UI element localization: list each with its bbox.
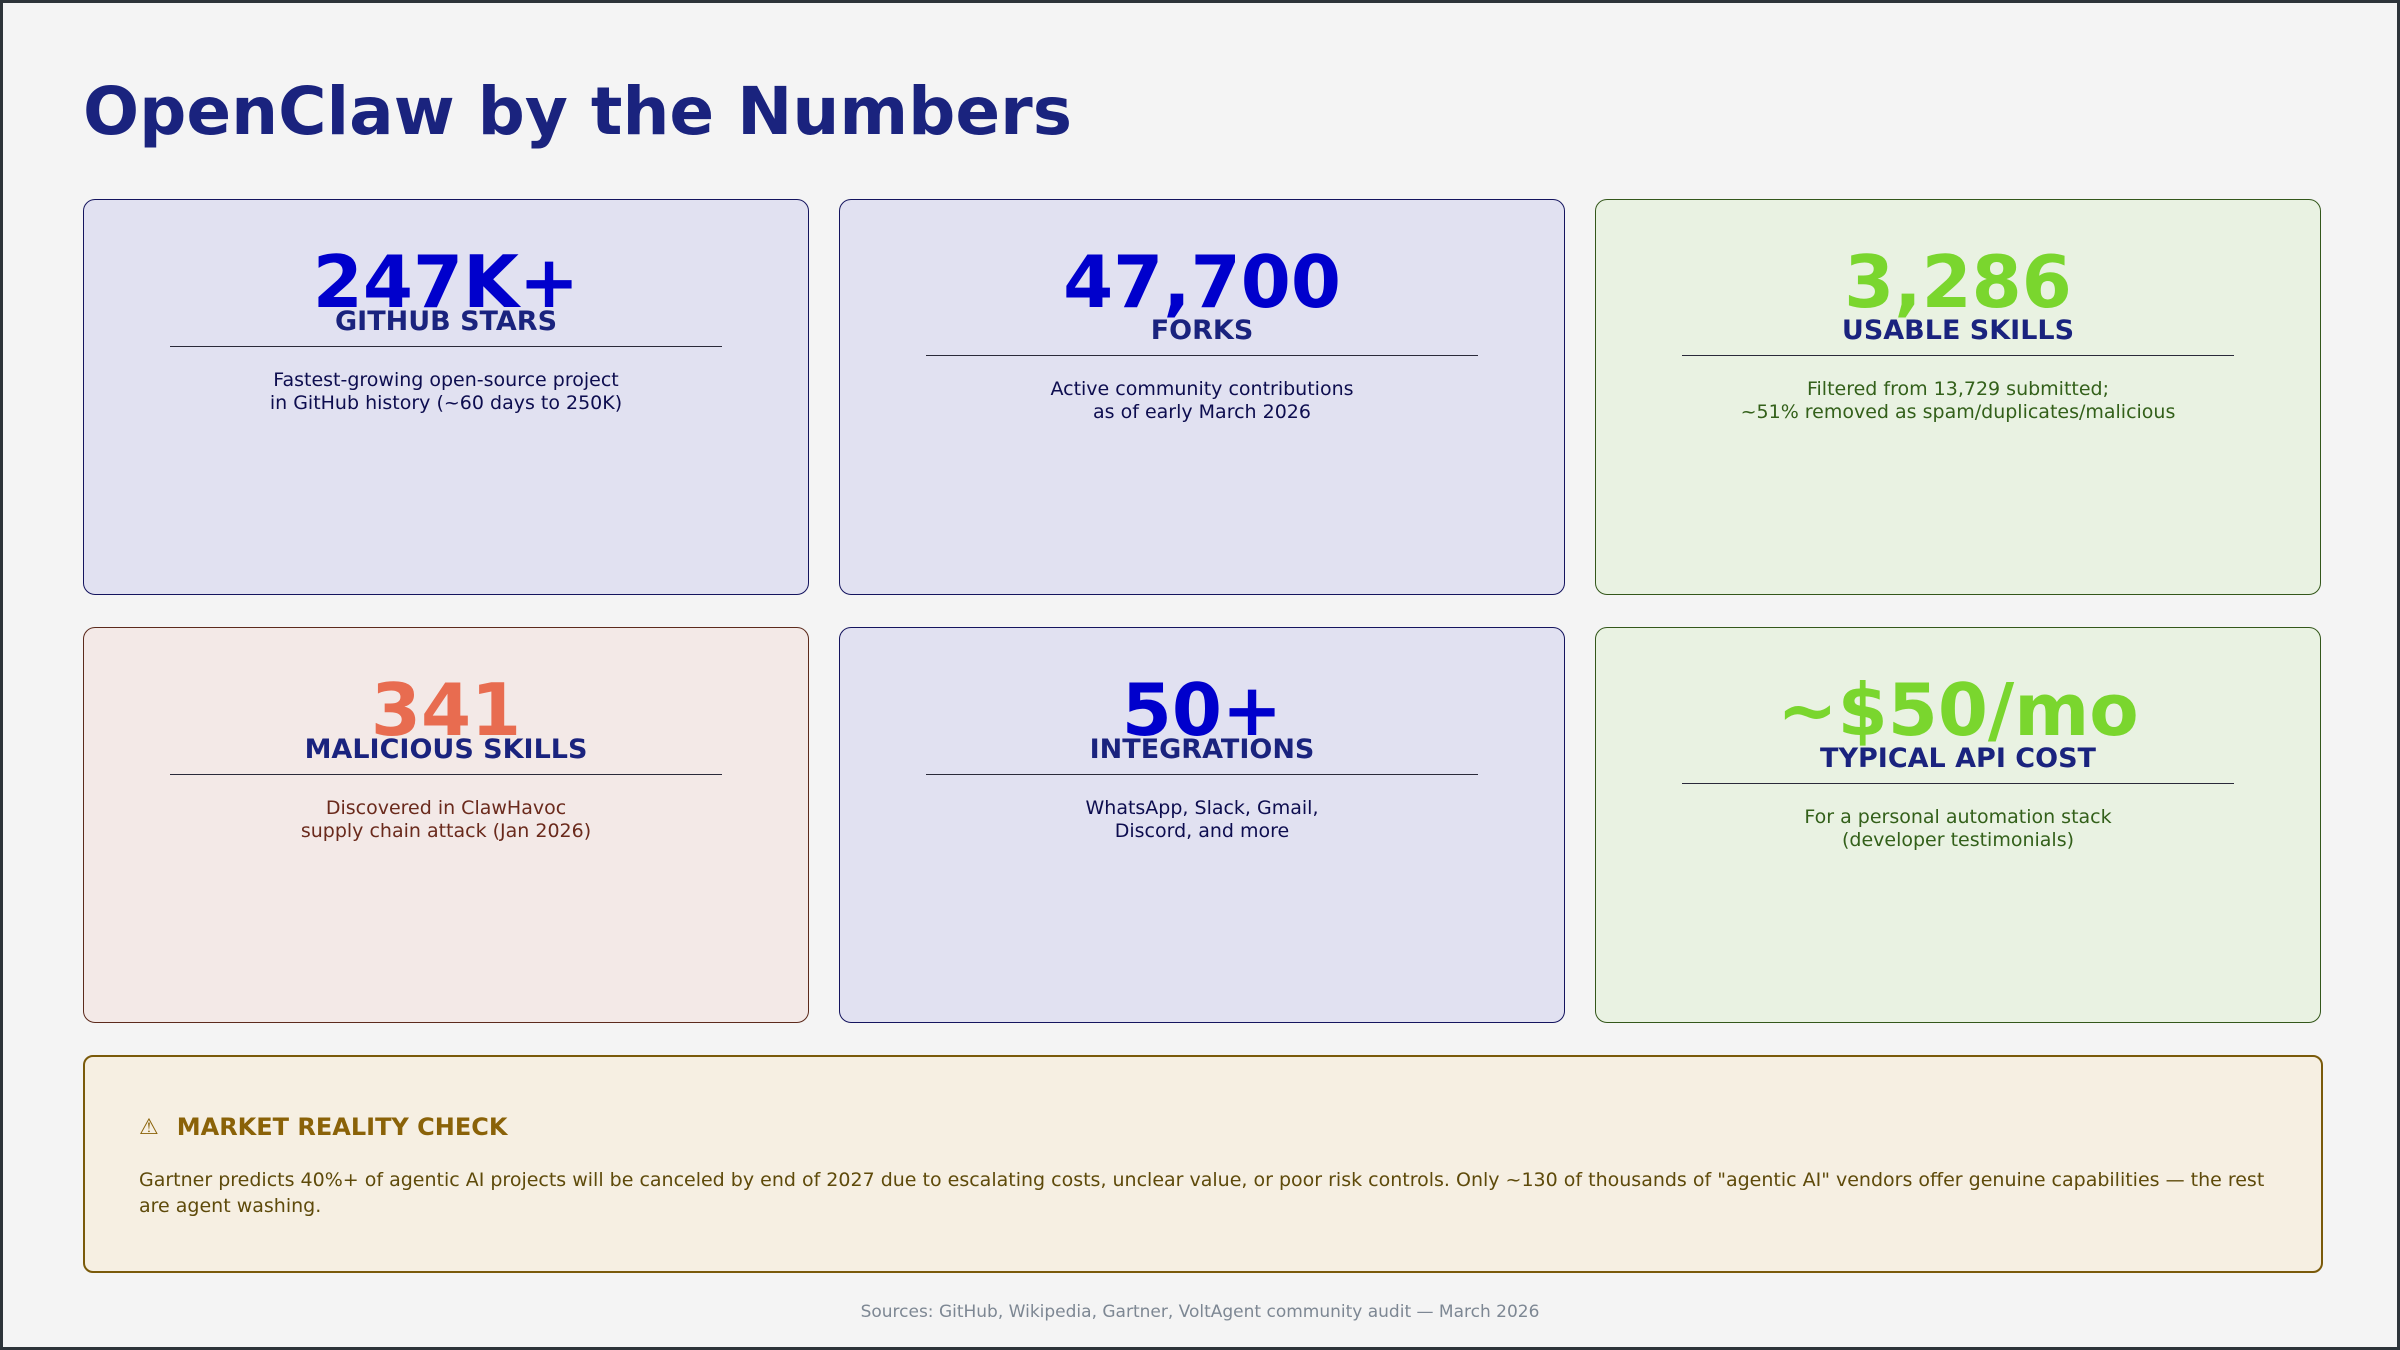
stat-label: FORKS: [1150, 315, 1254, 346]
stat-card-forks: 47,700 FORKS Active community contributi…: [839, 199, 1565, 595]
stat-label: GITHUB STARS: [334, 306, 558, 337]
stat-description-line: WhatsApp, Slack, Gmail,: [1085, 797, 1319, 819]
page-title: OpenClaw by the Numbers: [83, 73, 1073, 150]
divider: [170, 774, 722, 775]
stat-description-line: ~51% removed as spam/duplicates/maliciou…: [1740, 401, 2176, 423]
stat-description-line: Active community contributions: [1050, 378, 1354, 400]
stat-description-line: Discovered in ClawHavoc: [325, 797, 567, 819]
stat-description-line: in GitHub history (~60 days to 250K): [269, 392, 623, 414]
stat-value: 247K+: [312, 240, 580, 324]
stat-description-line: For a personal automation stack: [1804, 806, 2112, 828]
stat-value: 341: [370, 668, 522, 752]
sources-footer: Sources: GitHub, Wikipedia, Gartner, Vol…: [860, 1302, 1540, 1322]
stat-description: Active community contributions as of ear…: [840, 378, 1564, 424]
stat-card-api-cost: ~$50/mo TYPICAL API COST For a personal …: [1595, 627, 2321, 1023]
stat-label: INTEGRATIONS: [1089, 734, 1315, 765]
banner-heading: ⚠ MARKET REALITY CHECK: [139, 1113, 507, 1141]
divider: [1682, 355, 2234, 356]
stat-description-line: Fastest-growing open-source project: [273, 369, 619, 391]
stat-value: 50+: [1121, 668, 1283, 752]
stat-description-line: (developer testimonials): [1841, 829, 2075, 851]
banner-title: MARKET REALITY CHECK: [176, 1113, 508, 1141]
stat-card-integrations: 50+ INTEGRATIONS WhatsApp, Slack, Gmail,…: [839, 627, 1565, 1023]
stat-value: 3,286: [1844, 240, 2072, 324]
stat-description-line: as of early March 2026: [1093, 401, 1311, 423]
stat-description: For a personal automation stack (develop…: [1596, 806, 2320, 852]
stat-value: ~$50/mo: [1777, 668, 2139, 752]
divider: [926, 774, 1478, 775]
stat-label: USABLE SKILLS: [1841, 315, 2075, 346]
banner-body: Gartner predicts 40%+ of agentic AI proj…: [139, 1169, 2265, 1217]
stat-description: WhatsApp, Slack, Gmail, Discord, and mor…: [840, 797, 1564, 843]
stat-description: Fastest-growing open-source project in G…: [84, 369, 808, 415]
stat-card-github-stars: 247K+ GITHUB STARS Fastest-growing open-…: [83, 199, 809, 595]
stat-description: Filtered from 13,729 submitted; ~51% rem…: [1596, 378, 2320, 424]
divider: [170, 346, 722, 347]
stat-description-line: supply chain attack (Jan 2026): [300, 820, 592, 842]
stat-description-line: Discord, and more: [1114, 820, 1290, 842]
stat-label: MALICIOUS SKILLS: [304, 734, 588, 765]
stat-description: Discovered in ClawHavoc supply chain att…: [84, 797, 808, 843]
divider: [926, 355, 1478, 356]
stat-card-usable-skills: 3,286 USABLE SKILLS Filtered from 13,729…: [1595, 199, 2321, 595]
market-reality-banner: ⚠ MARKET REALITY CHECK Gartner predicts …: [83, 1055, 2323, 1273]
stat-description-line: Filtered from 13,729 submitted;: [1806, 378, 2110, 400]
warning-icon: ⚠: [139, 1114, 159, 1140]
slide: OpenClaw by the Numbers 247K+ GITHUB STA…: [3, 3, 2397, 1347]
divider: [1682, 783, 2234, 784]
stat-card-malicious-skills: 341 MALICIOUS SKILLS Discovered in ClawH…: [83, 627, 809, 1023]
stat-value: 47,700: [1063, 240, 1341, 324]
stat-label: TYPICAL API COST: [1820, 743, 2096, 774]
